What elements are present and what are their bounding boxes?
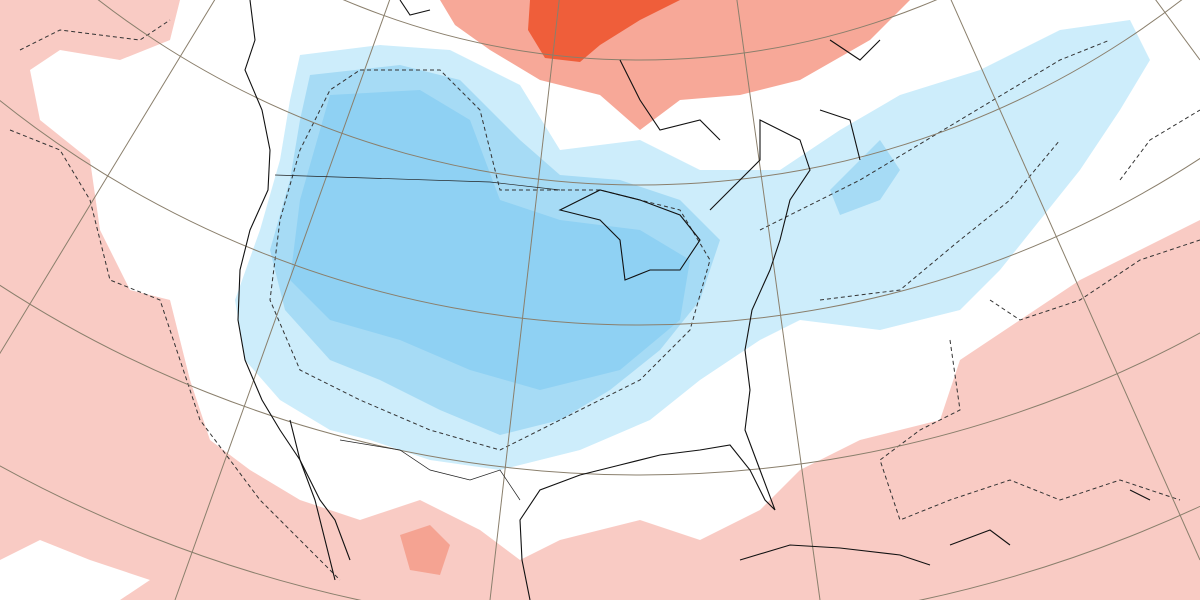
contour: [759, 39, 1111, 301]
contour: [269, 69, 711, 451]
neutral-field: [0, 540, 150, 600]
great-lakes: [558, 189, 701, 281]
longitude-line: [950, 0, 1200, 561]
warm-strong: [528, 0, 680, 62]
latitude-line: [0, 99, 1200, 326]
neutral-field: [240, 0, 440, 60]
contour: [19, 19, 1200, 181]
latitude-line: [97, 0, 1183, 186]
warm-moderate: [400, 525, 450, 575]
latitude-line: [0, 284, 1200, 476]
coastline: [289, 419, 351, 561]
border: [274, 174, 561, 501]
coastline: [519, 119, 811, 600]
longitude-line: [489, 0, 560, 600]
coastline: [399, 0, 881, 161]
contour: [9, 129, 341, 581]
cool-strong: [290, 90, 690, 390]
islands: [739, 489, 1151, 566]
contour: [879, 239, 1200, 521]
longitude-line: [736, 0, 821, 600]
longitude-line: [174, 0, 391, 600]
cool-moderate: [830, 140, 900, 215]
coastline: [237, 0, 336, 581]
latitude-line: [343, 0, 937, 61]
